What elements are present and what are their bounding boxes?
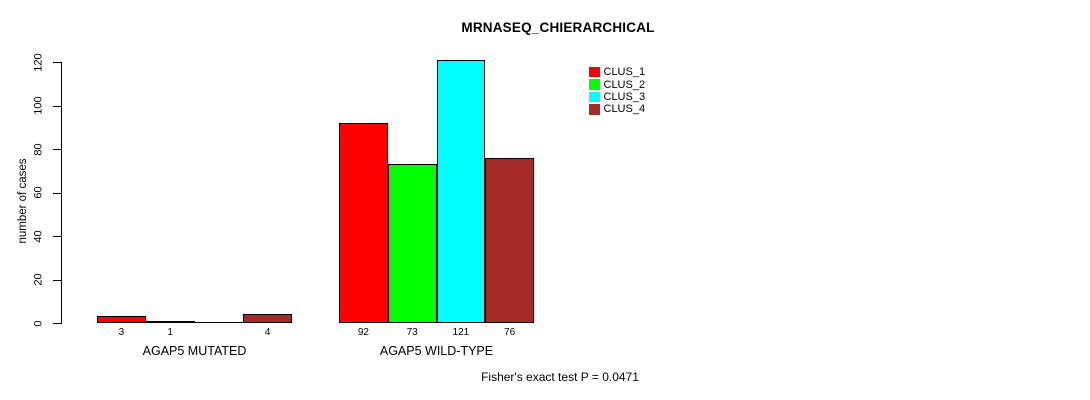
y-tick-label: 80 bbox=[32, 142, 45, 156]
bar-value-label: 4 bbox=[264, 327, 271, 338]
y-tick-mark bbox=[53, 62, 61, 63]
y-tick-mark bbox=[53, 105, 61, 107]
bar-clus_3 bbox=[436, 59, 486, 323]
chart-title: MRNASEQ_CHIERARCHICAL bbox=[461, 20, 655, 35]
y-tick-label: 120 bbox=[32, 52, 45, 72]
legend-swatch-icon bbox=[589, 104, 600, 115]
y-tick-label: 100 bbox=[32, 96, 45, 115]
y-tick-mark bbox=[53, 323, 61, 324]
bar-clus_1 bbox=[339, 122, 388, 323]
bar-value-label: 73 bbox=[406, 327, 418, 338]
y-axis-line bbox=[61, 62, 62, 324]
legend-item-clus_3: CLUS_3 bbox=[589, 91, 645, 103]
legend-swatch-icon bbox=[589, 79, 600, 90]
group-baseline bbox=[97, 322, 292, 323]
y-tick-mark bbox=[53, 236, 61, 237]
bar-value-label: 92 bbox=[357, 327, 369, 338]
pvalue-footnote: Fisher's exact test P = 0.0471 bbox=[481, 370, 639, 384]
y-tick-label: 60 bbox=[32, 186, 45, 199]
legend-label: CLUS_3 bbox=[603, 90, 646, 103]
legend-item-clus_1: CLUS_1 bbox=[589, 66, 645, 78]
group-baseline bbox=[339, 322, 534, 323]
legend-item-clus_4: CLUS_4 bbox=[589, 103, 645, 115]
y-tick-mark bbox=[53, 192, 61, 194]
bar-clus_2 bbox=[387, 164, 437, 323]
legend: CLUS_1 CLUS_2 CLUS_3 CLUS_4 bbox=[589, 66, 645, 116]
legend-swatch-icon bbox=[589, 66, 600, 78]
bar-value-label: 1 bbox=[167, 327, 173, 338]
y-tick-mark bbox=[53, 279, 61, 281]
legend-label: CLUS_2 bbox=[603, 78, 646, 91]
y-tick-mark bbox=[53, 149, 61, 150]
bar-clus_4 bbox=[485, 157, 534, 323]
legend-label: CLUS_4 bbox=[603, 103, 646, 116]
legend-swatch-icon bbox=[589, 91, 600, 103]
x-axis-group-label: AGAP5 MUTATED bbox=[142, 344, 247, 358]
x-axis-group-label: AGAP5 WILD-TYPE bbox=[379, 344, 494, 358]
y-tick-label: 0 bbox=[32, 319, 45, 327]
bar-value-label: 76 bbox=[504, 327, 516, 338]
y-tick-label: 20 bbox=[32, 273, 45, 286]
y-axis-label: number of cases bbox=[17, 158, 29, 244]
legend-label: CLUS_1 bbox=[603, 66, 646, 79]
bar-value-label: 3 bbox=[118, 327, 125, 338]
bar-value-label: 121 bbox=[452, 327, 470, 338]
y-tick-label: 40 bbox=[32, 229, 45, 243]
legend-item-clus_2: CLUS_2 bbox=[589, 78, 646, 91]
